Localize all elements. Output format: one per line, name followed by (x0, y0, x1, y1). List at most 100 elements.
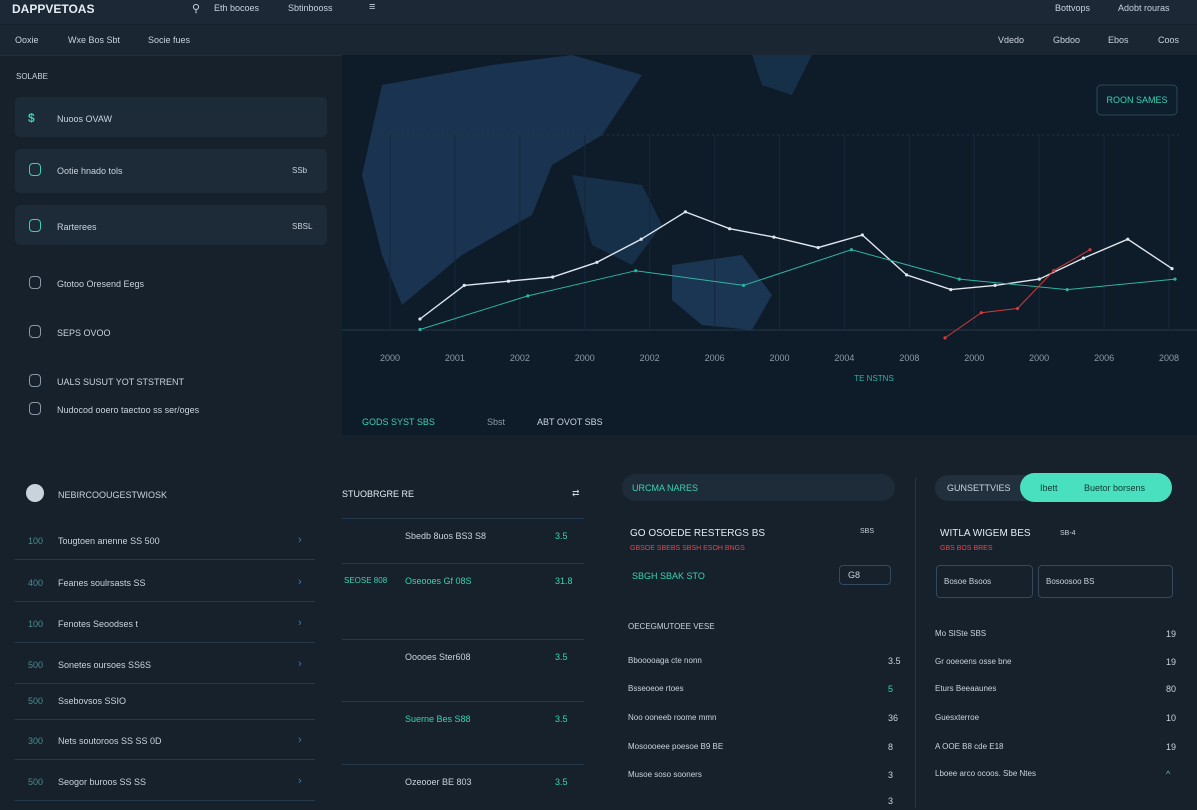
series-point (418, 317, 422, 321)
x-label: 2000 (1029, 353, 1049, 363)
settings-tab[interactable]: Ibett (1040, 483, 1058, 493)
list-row (15, 799, 315, 801)
nav-link[interactable]: Ebos (1108, 35, 1129, 45)
nav-label[interactable]: Ootie hnado tols (57, 166, 123, 176)
orders-row (342, 638, 584, 640)
list-chevron: › (298, 734, 302, 746)
orders-label: Sbedb 8uos BS3 S8 (405, 531, 487, 541)
search[interactable]: Eth bocoes (214, 3, 260, 13)
nav-meta: SSb (292, 166, 308, 175)
orders-row (342, 700, 584, 702)
x-label: 2008 (1159, 353, 1179, 363)
trade-value: 5 (888, 684, 894, 694)
top-tab[interactable]: Sbtinbooss (288, 3, 333, 13)
list-chevron: › (298, 576, 302, 588)
nav-label[interactable]: Nuoos OVAW (57, 114, 113, 124)
map-button[interactable] (1096, 84, 1178, 116)
x-label: 2000 (769, 353, 789, 363)
trade-heading: GO OSOEDE RESTERGS BS (630, 528, 766, 539)
list-chevron: › (298, 534, 302, 546)
nav-label[interactable]: SEPS OVOO (57, 328, 111, 338)
nav-meta: SBSL (292, 222, 313, 231)
series-point (595, 260, 599, 264)
list-chevron: › (298, 617, 302, 629)
list-label[interactable]: Ssebovsos SSIO (58, 696, 127, 706)
series-point (418, 327, 422, 332)
settings-input[interactable] (1038, 565, 1173, 598)
settings-label: Gr ooeoens osse bne (935, 657, 1012, 666)
trade-value: 36 (888, 713, 899, 723)
settings-tab[interactable]: Buetor borsens (1084, 483, 1146, 493)
orders-arrows: ⇄ (572, 488, 580, 498)
settings-label: Eturs Beeaaunes (935, 684, 997, 693)
list-label[interactable]: Feanes soulrsasts SS (58, 578, 146, 588)
series-point (526, 294, 530, 298)
list-label[interactable]: Nets soutoroos SS SS 0D (58, 736, 162, 746)
x-label: 2002 (510, 353, 530, 363)
series-point (634, 269, 638, 273)
nav-label[interactable]: UALS SUSUT YOT STSTRENT (57, 377, 185, 387)
map-chart: ROON SAMES 2000 2001 2002 2000 2002 2006 2000 2… (342, 55, 1197, 435)
list-icon (26, 484, 44, 502)
nav-link[interactable]: Wxe Bos Sbt (68, 35, 121, 45)
orders-label: Oseooes Gf 08S (405, 576, 472, 586)
list-code: 500 (28, 660, 44, 670)
series-line (419, 211, 1173, 320)
nav-label[interactable]: Nudocod ooero taectoo ss ser/oges (57, 405, 200, 415)
list-row (15, 758, 315, 760)
search-icon[interactable]: ⚲ (192, 3, 201, 15)
series-point (943, 336, 947, 340)
list-label[interactable]: Tougtoen anenne SS 500 (58, 536, 160, 546)
trade-value: 8 (888, 742, 894, 752)
list-row (15, 600, 315, 602)
orders-header: STUOBRGRE RE (342, 489, 415, 499)
series-point (1088, 248, 1092, 252)
list-row (15, 641, 315, 643)
series-point (639, 237, 643, 241)
orders-value: 3.5 (555, 652, 568, 662)
trade-input[interactable] (839, 565, 891, 585)
nav-link[interactable]: Ooxie (15, 35, 39, 45)
list-code: 300 (28, 736, 44, 746)
top-bar (0, 0, 1197, 24)
top-link[interactable]: Bottvops (1055, 3, 1091, 13)
x-label: 2006 (1094, 353, 1114, 363)
nav-link[interactable]: Socie fues (148, 35, 191, 45)
x-label: 2002 (640, 353, 660, 363)
trade-label: Bbooooaga cte nonn (628, 656, 702, 665)
trade-title: URCMA NARES (632, 483, 699, 493)
orders-value: 3.5 (555, 531, 568, 541)
series-point (993, 283, 997, 287)
list-code: 500 (28, 696, 44, 706)
series-point (904, 273, 909, 277)
series-point (1126, 237, 1130, 241)
series-point (1170, 267, 1174, 271)
sidebar-title: SOLABE (16, 72, 49, 81)
list-label[interactable]: Seogor buroos SS SS (58, 777, 147, 787)
settings-value: 19 (1166, 629, 1177, 639)
list-label[interactable]: Fenotes Seoodses t (58, 619, 139, 629)
nav-label[interactable]: Gtotoo Oresend Eegs (57, 279, 145, 289)
orders-tag: SEOSE 808 (344, 576, 388, 585)
x-label: 2006 (705, 353, 725, 363)
series-point (551, 275, 555, 279)
list-label[interactable]: Sonetes oursoes SS6S (58, 660, 152, 670)
trade-label: Noo ooneeb roome mmn (628, 713, 717, 722)
top-link[interactable]: Adobt rouras (1118, 3, 1170, 13)
nav-link[interactable]: Gbdoo (1053, 35, 1081, 45)
menu-icon[interactable]: ≡ (369, 1, 376, 13)
trade-section: OECEGMUTOEE VESE (628, 622, 715, 631)
land (362, 55, 642, 305)
nav-link[interactable]: Vdedo (998, 35, 1025, 45)
settings-value: 10 (1166, 713, 1177, 723)
series-point (860, 233, 864, 237)
settings-input[interactable] (936, 565, 1033, 598)
list-header: NEBIRCOOUGESTWIOSK (58, 490, 168, 500)
settings-tab[interactable]: GUNSETTVIES (947, 483, 1011, 493)
nav-label[interactable]: Rarterees (57, 222, 97, 232)
list-row (15, 682, 315, 684)
map-button-label[interactable]: ROON SAMES (1106, 95, 1167, 105)
nav-link[interactable]: Coos (1158, 35, 1180, 45)
series-point (949, 288, 953, 292)
